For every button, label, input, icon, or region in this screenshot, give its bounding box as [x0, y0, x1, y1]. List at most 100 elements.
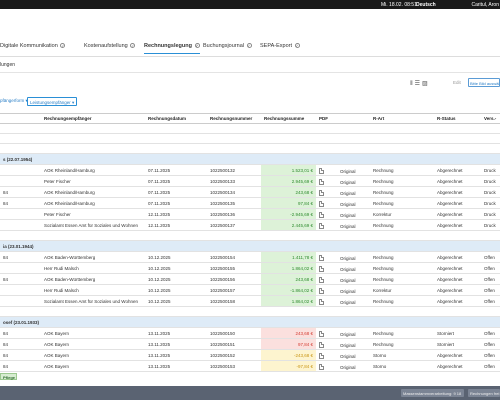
tab-label: Buchungsjournal	[203, 43, 244, 49]
tab-buchungsjournal[interactable]: Buchungsjournal ✓	[203, 43, 252, 49]
r-status-cell: Abgerechnet	[434, 197, 481, 209]
art-label: Original	[340, 212, 356, 218]
spacer-row	[0, 123, 500, 134]
group-header-row[interactable]: s (22.07.1954)	[0, 153, 500, 165]
row-prefix-cell: 84	[0, 251, 41, 263]
tab-kostenaufstellung[interactable]: Kostenaufstellung ✓	[84, 43, 136, 49]
invoice-number-cell: 1022500157	[207, 284, 261, 296]
user-name[interactable]: Caritul, Aron	[471, 2, 499, 8]
release-invoices-button[interactable]: Rechnungen frei	[468, 389, 500, 397]
column-header[interactable]: R-Art	[370, 113, 434, 124]
column-header[interactable]	[0, 113, 41, 124]
select-image-button[interactable]: Bitte Bild auswählen	[468, 78, 500, 87]
edit-label[interactable]: Edit	[453, 80, 461, 85]
tab-digitale-kommunikation[interactable]: Digitale Kommunikation ✓	[0, 43, 66, 49]
pdf-file-icon[interactable]	[319, 178, 324, 185]
invoice-number-cell: 1022500156	[207, 273, 261, 285]
pdf-file-icon[interactable]	[319, 276, 324, 283]
table-row[interactable]: 84 AOK Bayern 13.11.2025 1022500152 -243,68 …	[0, 349, 500, 361]
columns-icon[interactable]: ⦀	[410, 81, 413, 87]
column-header[interactable]: Rechnungsnummer	[207, 113, 261, 124]
list-icon[interactable]: ☰	[414, 81, 421, 87]
table-row[interactable]: Herr Rudi Malsch 10.12.2025 1022500157 -1.8…	[0, 284, 500, 296]
column-header[interactable]: R-Status	[434, 113, 481, 124]
section-subtitle: lungen	[0, 62, 16, 68]
pdf-file-icon[interactable]	[319, 222, 324, 229]
pdf-file-icon[interactable]	[319, 200, 324, 207]
table-row[interactable]: Peter Fischer 07.11.2025 1022500133 2.945,6…	[0, 175, 500, 187]
r-status-cell: Abgerechnet	[434, 175, 481, 187]
invoice-number-cell: 1022500155	[207, 262, 261, 274]
mass-processing-button[interactable]: Massenstammverarbeitung: 9 18	[401, 389, 464, 397]
pdf-file-icon[interactable]	[319, 254, 324, 261]
image-icon[interactable]: ▨	[422, 81, 428, 87]
art-label: Original	[340, 342, 356, 348]
column-header[interactable]: Rechnungsdatum	[145, 113, 207, 124]
art-label: Original	[340, 190, 356, 196]
sum-cell: 243,68 €	[261, 186, 316, 198]
table-row[interactable]: AOK Rheinland/Hamburg 07.11.2025 102250013…	[0, 164, 500, 176]
table-row[interactable]: Herr Rudi Malsch 10.12.2025 1022500155 1.86…	[0, 262, 500, 274]
table-row[interactable]: Sozialamt Essen Amt für Soziales und Woh…	[0, 219, 500, 231]
pdf-cell: Original	[316, 284, 370, 296]
datetime-display: Mi. 18.02. 08:51	[381, 2, 417, 8]
filter-leistungsempfaenger[interactable]: Leistungsempfänger ▾	[27, 97, 78, 106]
group-header-row[interactable]: osef (23.01.1933)	[0, 316, 500, 328]
pdf-cell: Original	[316, 164, 370, 176]
tab-rechnungslegung[interactable]: Rechnungslegung ✓	[144, 43, 200, 54]
column-header[interactable]: Vers.-	[481, 113, 500, 124]
row-prefix-cell	[0, 164, 41, 176]
pdf-file-icon[interactable]	[319, 352, 324, 359]
pdf-file-icon[interactable]	[319, 211, 324, 218]
pdf-cell: Original	[316, 338, 370, 350]
sum-cell: 2.445,69 €	[261, 219, 316, 231]
group-header-row[interactable]: ia (23.01.1944)	[0, 240, 500, 252]
invoice-number-cell: 1022500134	[207, 186, 261, 198]
row-prefix-cell: 84	[0, 349, 41, 361]
pdf-file-icon[interactable]	[319, 287, 324, 294]
sum-cell: 243,68 €	[261, 327, 316, 339]
pdf-file-icon[interactable]	[319, 189, 324, 196]
column-header[interactable]: Rechnungsempfänger	[41, 113, 145, 124]
table-row[interactable]: 84 AOK Bayern 13.11.2025 1022500153 -97,84 €…	[0, 360, 500, 372]
check-circle-icon: ✓	[294, 43, 300, 49]
table-row[interactable]: 84 AOK Baden-Württemberg 10.12.2025 1022500…	[0, 273, 500, 285]
column-header[interactable]: Rechnungssumme	[261, 113, 316, 124]
pdf-file-icon[interactable]	[319, 298, 324, 305]
r-status-cell: Abgerechnet	[434, 262, 481, 274]
pdf-file-icon[interactable]	[319, 167, 324, 174]
empty-cell	[316, 306, 370, 317]
table-row[interactable]: 84 AOK Bayern 13.11.2025 1022500150 243,68 €…	[0, 327, 500, 339]
empty-cell	[207, 133, 261, 144]
date-cell: 10.12.2025	[145, 251, 207, 263]
empty-cell	[370, 123, 434, 134]
r-art-cell: Rechnung	[370, 327, 434, 339]
empty-cell	[481, 306, 500, 317]
table-row[interactable]: Sozialamt Essen Amt für Soziales und Woh…	[0, 295, 500, 307]
pdf-file-icon[interactable]	[319, 265, 324, 272]
pdf-file-icon[interactable]	[319, 341, 324, 348]
pdf-file-icon[interactable]	[319, 330, 324, 337]
table-row[interactable]: 84 AOK Baden-Württemberg 10.12.2025 1022500…	[0, 251, 500, 263]
r-status-cell: Abgerechnet	[434, 164, 481, 176]
empty-cell	[145, 230, 207, 241]
r-status-cell: Abgerechnet	[434, 251, 481, 263]
tab-sepa-export[interactable]: SEPA-Export ✓	[260, 43, 300, 49]
column-header[interactable]: PDF	[316, 113, 370, 124]
empty-cell	[145, 133, 207, 144]
pdf-cell: Original	[316, 208, 370, 220]
invoice-number-cell: 1022500137	[207, 219, 261, 231]
invoice-number-cell: 1022500150	[207, 327, 261, 339]
language-selector[interactable]: Deutsch	[416, 2, 436, 8]
table-row[interactable]: 84 AOK Rheinland/Hamburg 07.11.2025 1022500…	[0, 186, 500, 198]
date-cell: 07.11.2025	[145, 164, 207, 176]
r-status-cell: Abgerechnet	[434, 273, 481, 285]
date-cell: 13.11.2025	[145, 349, 207, 361]
pdf-file-icon[interactable]	[319, 363, 324, 370]
recipient-cell: AOK Bayern	[41, 360, 145, 372]
table-row[interactable]: 84 AOK Bayern 13.11.2025 1022500151 97,84 € O…	[0, 338, 500, 350]
vers-cell: Offen	[481, 284, 500, 296]
table-row[interactable]: Peter Fischer 12.11.2025 1022500136 -2.945,…	[0, 208, 500, 220]
filter-empfaengerform[interactable]: pfängerform ▾	[0, 98, 28, 103]
table-row[interactable]: 84 AOK Rheinland/Hamburg 07.11.2025 1022500…	[0, 197, 500, 209]
